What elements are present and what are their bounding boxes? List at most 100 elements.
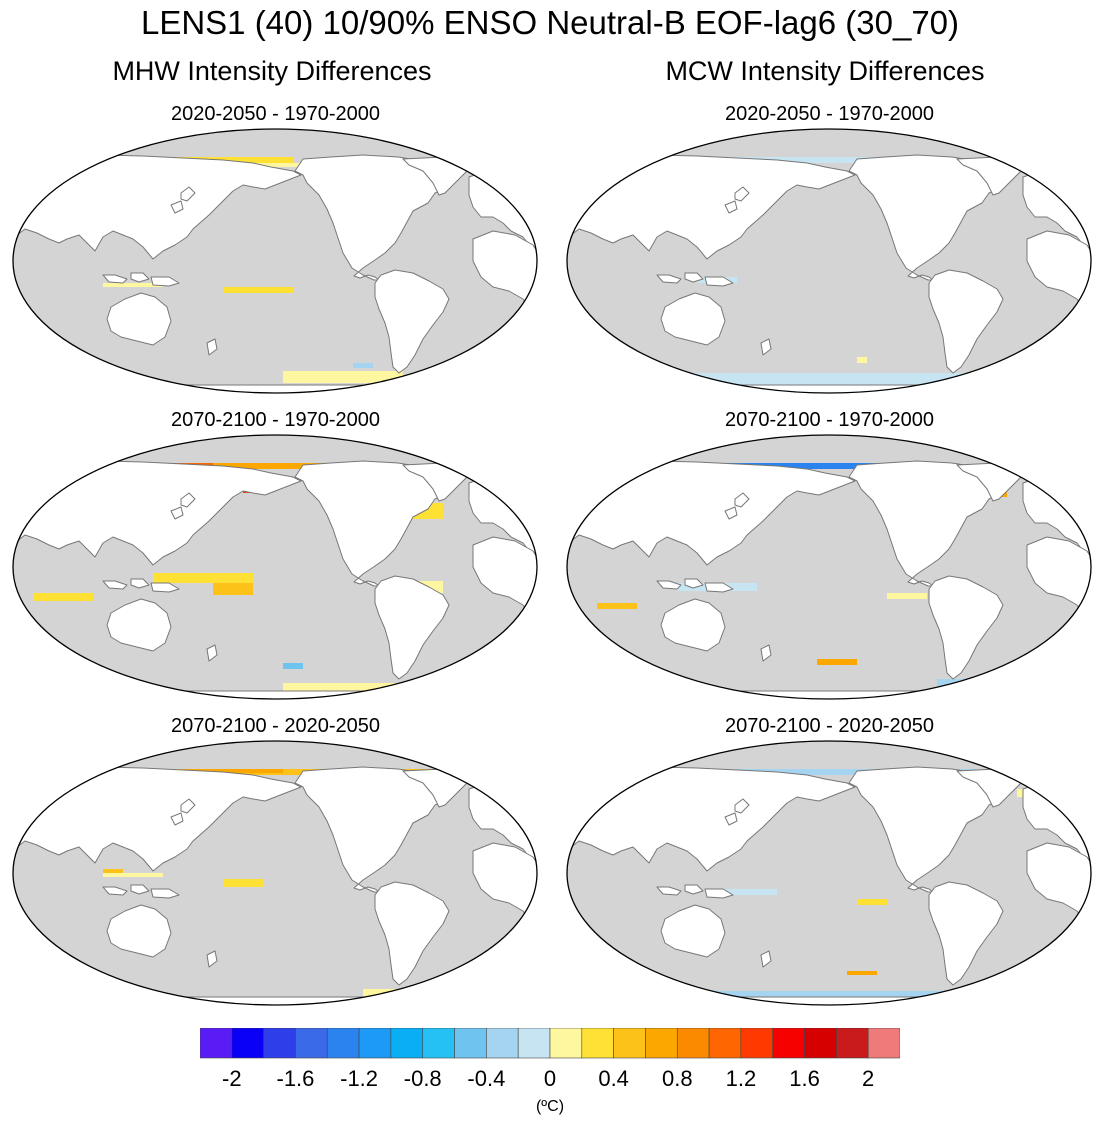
japan-land: [724, 812, 738, 826]
australia-land: [660, 292, 726, 346]
colorbar-tick-label: 0.4: [598, 1066, 629, 1091]
japan-land: [170, 200, 184, 214]
new-zealand-land: [206, 644, 218, 662]
japan-land: [734, 492, 750, 508]
anomaly-patch: [857, 357, 867, 363]
anomaly-patch: [103, 873, 163, 877]
colorbar-swatch: [581, 1028, 614, 1059]
panel-subtitle: 2020-2050 - 1970-2000: [170, 103, 381, 125]
south-america-land: [374, 269, 450, 374]
australia-land: [660, 598, 726, 652]
south-america-land: [928, 575, 1004, 680]
indonesia-land: [130, 884, 150, 895]
anomaly-patch: [283, 683, 413, 693]
colorbar-tick-label: -0.8: [403, 1066, 442, 1091]
anomaly-patch: [857, 899, 887, 905]
new-zealand-land: [760, 644, 772, 662]
colorbar-swatch: [772, 1028, 805, 1059]
japan-land: [734, 186, 750, 202]
map-border: [12, 434, 538, 700]
colorbar-swatch: [263, 1028, 296, 1059]
indonesia-land: [684, 884, 704, 895]
panel-subtitle: 2070-2100 - 2020-2050: [170, 715, 381, 737]
anomaly-patch: [213, 463, 333, 469]
mhw-column-heading: MHW Intensity Differences: [112, 56, 432, 86]
colorbar-swatch: [231, 1028, 264, 1059]
colorbar: [200, 1028, 900, 1059]
japan-land: [180, 186, 196, 202]
anomaly-patch: [363, 989, 443, 999]
anomaly-patch: [817, 659, 857, 665]
anomaly-patch: [223, 287, 293, 293]
indonesia-land: [704, 888, 734, 899]
indonesia-land: [130, 578, 150, 589]
map-panel-mhw-2070-2100: 2070-2100 - 1970-2000: [3, 407, 548, 705]
anomaly-patch: [847, 971, 877, 975]
anomaly-patch: [183, 769, 283, 773]
panel-subtitle: 2070-2100 - 2020-2050: [724, 715, 935, 737]
colorbar-swatch: [645, 1028, 678, 1059]
anomaly-patch: [33, 593, 93, 601]
colorbar-tick-label: 0.8: [661, 1066, 693, 1091]
colorbar-swatch: [326, 1028, 360, 1059]
anomaly-patch: [383, 1001, 443, 1005]
anomaly-patch: [637, 463, 937, 469]
antarctica-land: [567, 690, 1091, 699]
africa-land: [1026, 842, 1091, 950]
world-map: [12, 128, 538, 394]
south-america-land: [374, 575, 450, 680]
anomaly-patch: [597, 603, 637, 609]
colorbar-swatch: [613, 1028, 646, 1059]
new-zealand-land: [760, 950, 772, 968]
africa-land: [1026, 536, 1091, 644]
antarctica-land: [13, 996, 537, 1005]
colorbar-swatch: [740, 1028, 774, 1059]
panel-subtitle: 2070-2100 - 1970-2000: [170, 409, 381, 431]
japan-land: [724, 200, 738, 214]
colorbar-swatch: [200, 1028, 233, 1059]
japan-land: [180, 798, 196, 814]
japan-land: [724, 506, 738, 520]
japan-land: [170, 812, 184, 826]
africa-land: [472, 842, 537, 950]
australia-land: [660, 904, 726, 958]
africa-land: [1026, 230, 1091, 338]
colorbar-tick-label: 2: [862, 1066, 875, 1091]
world-map: [12, 740, 538, 1006]
anomaly-patch: [283, 371, 403, 383]
indonesia-land: [102, 274, 128, 284]
anomaly-patch: [223, 879, 263, 887]
colorbar-swatch: [676, 1028, 710, 1059]
indonesia-land: [102, 580, 128, 590]
antarctica-land: [13, 384, 537, 393]
australia-land: [106, 598, 172, 652]
colorbar-tick-label: -1.6: [276, 1066, 315, 1091]
indonesia-land: [130, 272, 150, 283]
colorbar-tick-label: 1.2: [725, 1066, 757, 1091]
colorbar-swatch: [804, 1028, 837, 1059]
anomaly-patch: [637, 769, 977, 775]
anomaly-patch: [887, 593, 927, 599]
map-panel-mhw-2020-2050: 2020-2050 - 1970-2000: [3, 101, 548, 399]
antarctica-land: [567, 996, 1091, 1005]
panel-subtitle: 2070-2100 - 1970-2000: [724, 409, 935, 431]
map-panel-mcw-2020-2050: 2020-2050 - 1970-2000: [557, 101, 1100, 399]
map-border: [566, 740, 1092, 1006]
africa-land: [472, 230, 537, 338]
colorbar-swatch: [358, 1028, 392, 1059]
anomaly-patch: [109, 371, 113, 375]
japan-land: [734, 798, 750, 814]
colorbar-swatch: [390, 1028, 424, 1059]
anomaly-patch: [103, 869, 123, 873]
anomaly-patch: [213, 583, 253, 595]
world-map: [566, 434, 1092, 700]
map-panel-mcw-2070-2100: 2070-2100 - 1970-2000: [557, 407, 1100, 705]
colorbar-swatch: [486, 1028, 519, 1059]
colorbar-swatch: [549, 1028, 583, 1059]
colorbar-tick-label: 1.6: [789, 1066, 820, 1091]
indonesia-land: [656, 274, 682, 284]
mcw-column-heading: MCW Intensity Differences: [665, 56, 985, 86]
world-map: [566, 740, 1092, 1006]
colorbar-tick-label: 0: [543, 1066, 557, 1091]
colorbar-swatch: [836, 1028, 869, 1059]
